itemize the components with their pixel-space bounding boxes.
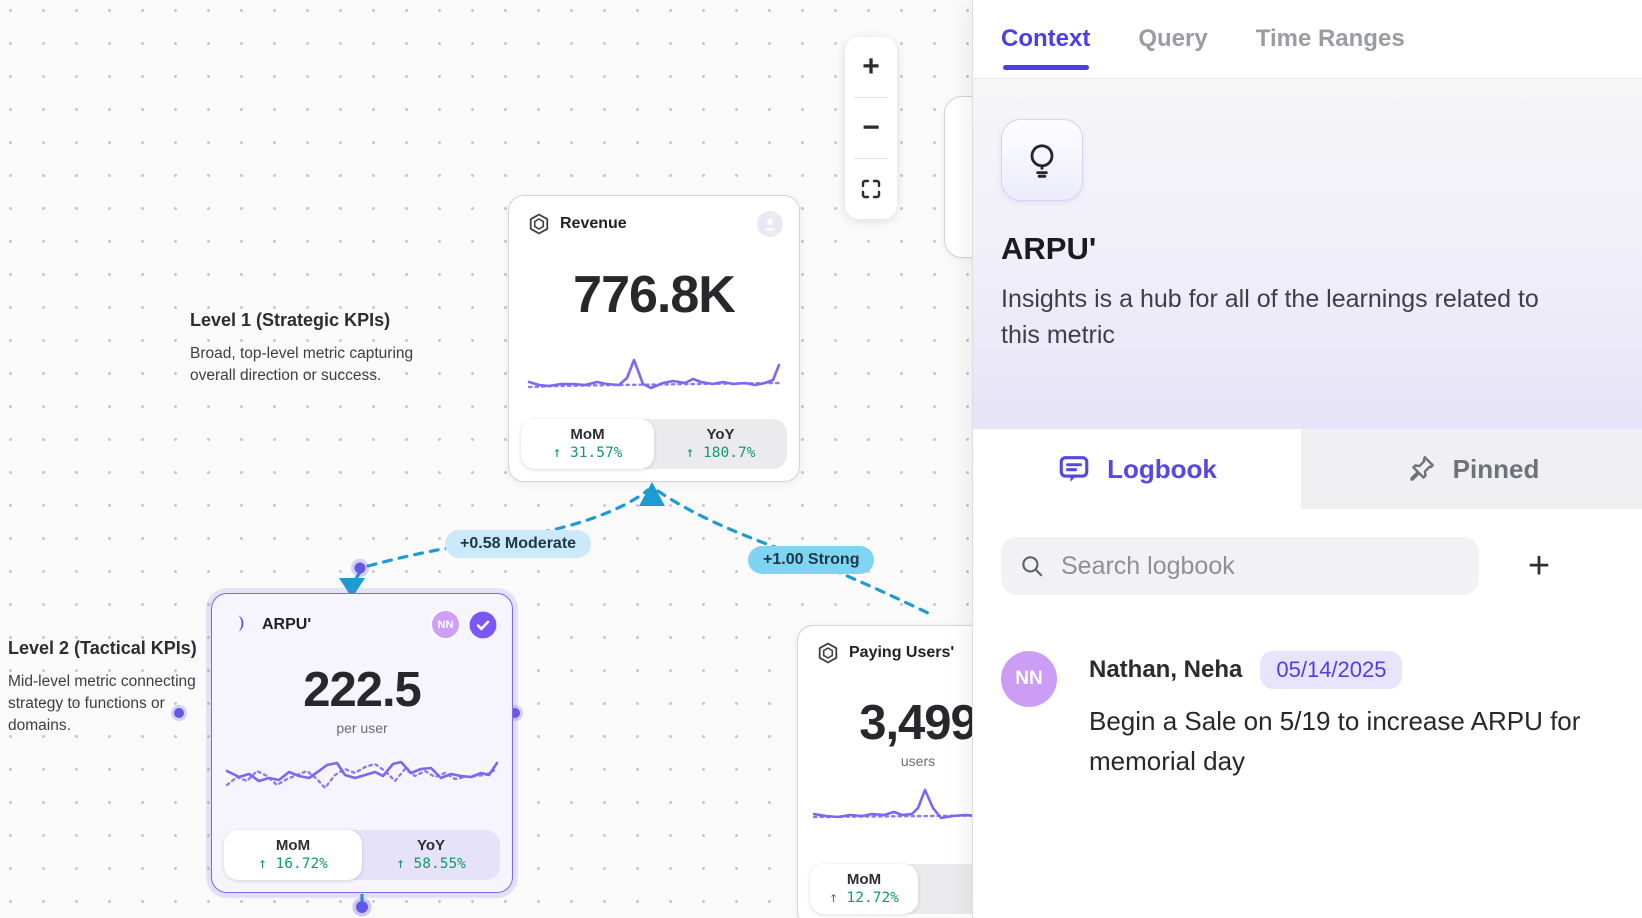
sparkline [812,788,972,820]
pin-icon [1409,456,1434,481]
card-title: Paying Users' [849,644,955,661]
metric-hexagon-icon [818,642,838,664]
mom-label: MoM [275,837,311,854]
edge-arpu-stub [352,571,362,583]
verified-badge-icon [466,608,500,641]
search-input[interactable] [1059,550,1461,582]
zoom-out-button[interactable]: − [845,98,897,158]
logbook-content: + NN Nathan, Neha 05/14/2025 Begin a Sal… [973,509,1642,781]
metric-unit: per user [336,720,388,736]
handle-ring [352,897,372,917]
logbook-entry[interactable]: NN Nathan, Neha 05/14/2025 Begin a Sale … [1001,651,1615,781]
metric-unit: users [900,753,936,769]
tab-pinned[interactable]: Pinned [1301,429,1642,509]
person-icon [764,218,776,231]
edge-label-moderate[interactable]: +0.58 Moderate [445,530,592,558]
yoy-delta: ↑ 180.7% [685,445,756,461]
metric-value: 3,499 [859,696,972,750]
mom-delta: ↑ 12.72% [829,890,899,906]
toolbar-divider [854,97,888,98]
metric-card-arpu[interactable]: ARPU' NN 222.5 per user MoM ↑ 16.72% [211,593,513,893]
owner-avatar[interactable]: NN [430,609,461,640]
arrowhead-up-revenue [639,482,665,506]
mom-delta: ↑ 31.57% [552,445,623,461]
entry-date-badge: 05/14/2025 [1260,651,1403,689]
active-tab-underline [1003,65,1089,70]
lightbulb-icon [1030,144,1054,178]
mom-delta: ↑ 16.72% [258,856,328,872]
mom-label: MoM [570,426,605,443]
annotation-body: Mid-level metric connecting strategy to … [8,673,196,734]
logbook-pinned-tabs: Logbook Pinned [973,429,1642,509]
collaborator-avatar[interactable] [757,211,783,237]
annotation-level-1: Level 1 (Strategic KPIs) Broad, top-leve… [190,310,440,387]
entry-avatar: NN [1001,651,1057,707]
mom-label: MoM [846,871,882,888]
crescent-icon [238,615,244,632]
card-title: ARPU' [262,615,312,633]
tab-context[interactable]: Context [1001,0,1090,78]
mom-pill[interactable]: MoM ↑ 16.72% [224,830,362,880]
search-icon [1022,556,1043,577]
delta-pills: MoM ↑ 31.57% YoY ↑ 180.7% [521,419,787,469]
metric-card-revenue[interactable]: Revenue 776.8K MoM ↑ 31.57% Y [508,195,800,482]
logbook-label: Logbook [1107,453,1217,484]
sparkline [527,358,781,390]
tab-logbook[interactable]: Logbook [973,429,1301,509]
panel-metric-description: Insights is a hub for all of the learnin… [1001,285,1539,349]
yoy-pill[interactable] [918,864,972,914]
handle-ring [351,559,369,577]
handle-arpu-bottom [356,901,368,913]
sparkline [225,760,499,790]
pinned-label: Pinned [1452,453,1540,484]
logbook-search[interactable] [1001,537,1479,595]
logbook-chat-icon [1059,456,1089,482]
annotation-body: Broad, top-level metric capturing overal… [190,345,414,384]
entry-author: Nathan, Neha [1089,656,1243,683]
mom-pill[interactable]: MoM ↑ 12.72% [810,864,918,914]
annotation-level-2: Level 2 (Tactical KPIs) Mid-level metric… [8,638,238,737]
fit-view-button[interactable] [845,159,897,219]
metric-card-paying-users[interactable]: Paying Users' 3,499 users MoM ↑ 12.72% [797,625,972,918]
zoom-toolbar: + − [845,37,897,219]
graph-canvas[interactable]: + − Level 1 (Strategic KPIs) Broad, top-… [0,0,972,918]
tab-time-ranges[interactable]: Time Ranges [1255,25,1405,52]
panel-metric-name: ARPU' [1001,231,1097,266]
toolbar-divider [854,158,888,159]
metric-value: 222.5 [303,663,422,717]
mom-pill[interactable]: MoM ↑ 31.57% [521,419,654,469]
add-entry-button[interactable]: + [1519,546,1559,586]
delta-pills: MoM ↑ 16.72% YoY ↑ 58.55% [224,830,500,880]
annotation-title: Level 1 (Strategic KPIs) [190,310,391,330]
metric-hexagon-icon [529,213,549,235]
metric-hero: ARPU' Insights is a hub for all of the l… [973,79,1642,429]
offscreen-card-sliver [944,96,972,258]
yoy-pill[interactable]: YoY ↑ 180.7% [654,419,787,469]
yoy-label: YoY [706,426,735,443]
tab-query[interactable]: Query [1138,25,1208,52]
edge-label-strong[interactable]: +1.00 Strong [748,546,875,574]
fit-view-icon [861,179,881,199]
handle-arpu-top [354,562,366,574]
metric-value: 776.8K [573,266,736,324]
card-title: Revenue [560,215,627,232]
yoy-pill[interactable]: YoY ↑ 58.55% [362,830,500,880]
annotation-title: Level 2 (Tactical KPIs) [8,638,197,658]
insight-icon-tile [1001,119,1083,201]
yoy-delta: ↑ 58.55% [396,856,466,872]
zoom-in-button[interactable]: + [845,37,897,97]
entry-note: Begin a Sale on 5/19 to increase ARPU fo… [1089,706,1581,776]
panel-tabbar: Context Query Time Ranges [973,0,1642,79]
context-panel: Context Query Time Ranges ARPU' Insights… [972,0,1642,918]
delta-pills: MoM ↑ 12.72% [810,864,972,914]
yoy-label: YoY [416,837,446,854]
